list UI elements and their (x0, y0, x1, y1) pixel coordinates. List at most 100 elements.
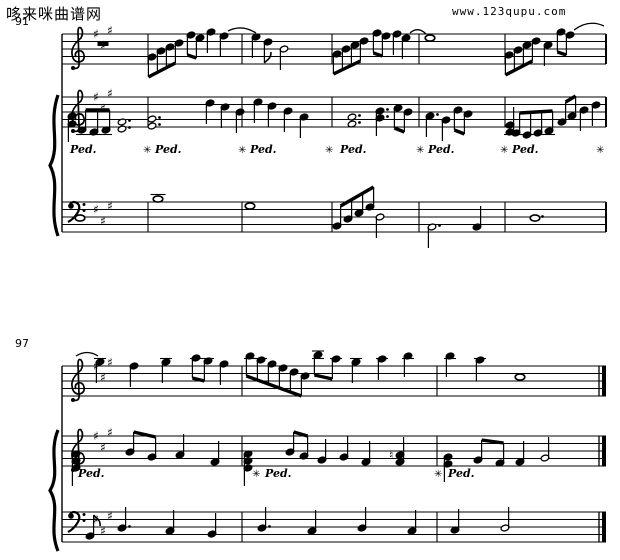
beam (372, 51, 383, 58)
bass-clef-icon (82, 519, 86, 522)
treble-clef-icon (71, 358, 85, 402)
beam (504, 59, 534, 77)
eighth-flag (263, 51, 272, 64)
bass-clef-icon (82, 203, 86, 206)
beam (332, 59, 362, 76)
sharp-sign: ♯ (107, 355, 113, 369)
beam (133, 430, 156, 439)
augmentation-dot (128, 119, 131, 122)
sharp-sign: ♯ (100, 370, 106, 384)
augmentation-dot (541, 215, 544, 218)
note-head (117, 125, 127, 133)
augmentation-dot (128, 525, 131, 528)
treble-clef-icon (71, 129, 75, 133)
note-head (74, 214, 86, 222)
bass-clef-icon (67, 510, 81, 533)
site-name-label: 哆来咪曲谱网 (6, 5, 103, 23)
pedal-release-mark: ✳ (596, 145, 604, 156)
augmentation-dot (358, 114, 361, 117)
note-head (347, 120, 357, 128)
treble-clef-icon (71, 398, 75, 402)
note-head (244, 202, 256, 210)
sharp-sign: ♯ (107, 425, 113, 439)
pedal-release-mark: ✳ (416, 145, 424, 156)
augmentation-dot (358, 121, 361, 124)
sharp-sign: ♯ (93, 27, 99, 41)
beam (191, 376, 205, 383)
beam (556, 50, 567, 57)
beam (245, 374, 302, 398)
rest (97, 42, 109, 46)
pedal-release-mark: ✳ (143, 145, 151, 156)
note-head (117, 118, 127, 126)
tie-slur (227, 27, 257, 34)
sharp-sign: ♯ (93, 203, 99, 217)
augmentation-dot (158, 116, 161, 119)
augmentation-dot (268, 525, 271, 528)
beam (481, 438, 504, 445)
sharp-sign: ♯ (93, 429, 99, 443)
augmentation-dot (438, 224, 441, 227)
pedal-release-mark: ✳ (325, 145, 333, 156)
pedal-mark: Ped. (249, 143, 277, 156)
augmentation-dot (386, 108, 389, 111)
beam (147, 61, 177, 79)
sharp-sign: ♯ (107, 199, 113, 213)
note-head (529, 214, 541, 222)
bass-clef-icon (67, 200, 81, 223)
beam (393, 126, 406, 134)
note-head (424, 34, 436, 42)
beam (314, 373, 333, 381)
sharp-sign: ♯ (100, 214, 106, 228)
beam (519, 109, 553, 115)
brace-icon (48, 429, 60, 552)
sharp-sign: ♯ (100, 524, 106, 538)
natural-sign: ♮ (389, 448, 393, 462)
sharp-sign: ♯ (107, 23, 113, 37)
note-head (514, 373, 526, 381)
site-url-label: www.123qupu.com (452, 5, 567, 18)
note-head (152, 195, 164, 203)
treble-clef-icon (71, 26, 85, 70)
sharp-sign: ♯ (107, 86, 113, 100)
augmentation-dot (386, 115, 389, 118)
beam (186, 53, 197, 60)
final-barline (602, 436, 606, 466)
bass-clef-icon (82, 513, 86, 516)
sharp-sign: ♯ (93, 513, 99, 527)
measure-number-second-system: 97 (15, 337, 29, 350)
pedal-mark: Ped. (447, 467, 475, 480)
beam (339, 185, 375, 208)
final-barline (602, 366, 606, 396)
beam (293, 430, 309, 438)
measure-number-first-system: 91 (15, 15, 29, 28)
sharp-sign: ♯ (93, 90, 99, 104)
beam (564, 94, 577, 104)
pedal-mark: Ped. (339, 143, 367, 156)
sharp-sign: ♯ (100, 440, 106, 454)
pedal-mark: Ped. (264, 467, 292, 480)
tie-slur (75, 351, 99, 357)
pedal-release-mark: ✳ (252, 469, 260, 480)
pedal-mark: Ped. (427, 143, 455, 156)
sharp-sign: ♯ (107, 509, 113, 523)
pedal-mark: Ped. (77, 467, 105, 480)
note-head (347, 113, 357, 121)
pedal-release-mark: ✳ (500, 145, 508, 156)
augmentation-dot (436, 113, 439, 116)
tie-slur (409, 29, 427, 35)
note-head (147, 115, 157, 123)
note-head (147, 122, 157, 130)
treble-clef-icon (71, 66, 75, 70)
eighth-flag (92, 514, 101, 527)
final-barline (602, 512, 606, 542)
pedal-mark: Ped. (154, 143, 182, 156)
brace-icon (48, 94, 60, 237)
augmentation-dot (158, 123, 161, 126)
pedal-release-mark: ✳ (238, 145, 246, 156)
pedal-mark: Ped. (511, 143, 539, 156)
pedal-release-mark: ✳ (434, 469, 442, 480)
tie-slur (573, 22, 605, 31)
